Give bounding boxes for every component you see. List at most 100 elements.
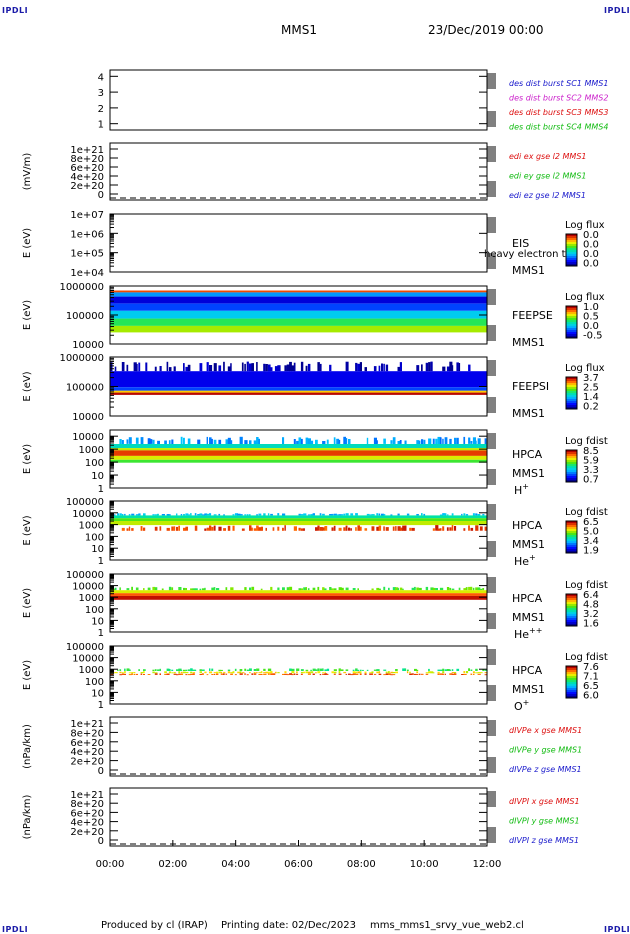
spectrogram-cell — [406, 513, 410, 516]
spectrogram-cell — [154, 672, 158, 674]
spectrogram-cell — [168, 586, 172, 591]
spectrogram-cell — [185, 669, 188, 671]
colorbar-cell — [566, 308, 577, 311]
spectrogram-cell — [126, 528, 129, 531]
spectrogram-cell — [270, 586, 273, 591]
spectrogram-cell — [277, 526, 280, 531]
spectrogram-cell — [402, 668, 406, 671]
spectrogram-cell — [253, 672, 256, 674]
spectrogram-cell — [263, 668, 266, 671]
spectrogram-cell — [378, 673, 382, 675]
y-tick-label: 1000000 — [59, 353, 104, 364]
x-tick-label: 00:00 — [96, 859, 125, 870]
spectrogram-cell — [161, 514, 165, 516]
spectrogram-cell — [362, 669, 364, 671]
spectrogram-cell — [468, 525, 470, 531]
colorbar-cell — [566, 622, 577, 625]
colorbar-cell — [566, 531, 577, 534]
species-charge: + — [522, 482, 529, 491]
spectrogram-cell — [338, 514, 342, 516]
spectrogram-cell — [472, 513, 475, 516]
spectrogram-cell — [293, 673, 296, 675]
spectrogram-cell — [286, 674, 290, 676]
spectrogram-cell — [263, 673, 267, 675]
spectrogram-cell — [282, 527, 284, 531]
spectrogram-cell — [284, 673, 288, 675]
spectrogram-cell — [364, 671, 367, 674]
spectrogram-cell — [145, 362, 148, 372]
colorbar-cell — [566, 314, 577, 317]
spectrogram-cell — [317, 586, 320, 591]
spectrogram-cell — [364, 528, 368, 531]
spectrogram-cell — [355, 527, 357, 531]
spectrogram-cell — [451, 513, 454, 516]
colorbar-cell — [566, 521, 577, 524]
spectrogram-cell — [376, 513, 379, 516]
spectrogram-cell — [241, 672, 245, 674]
spectrogram-cell — [406, 671, 409, 674]
spectrogram-cell — [249, 363, 252, 372]
spectrogram-cell — [444, 669, 448, 671]
spectrogram-cell — [190, 513, 192, 516]
spectrogram-cell — [446, 587, 450, 591]
colorbar-cell — [566, 676, 577, 679]
spectrogram-cell — [359, 362, 362, 372]
colorbar-cell — [566, 684, 577, 687]
spectrogram-cell — [324, 669, 328, 671]
colorbar-tick-label: 3.2 — [583, 609, 599, 620]
colorbar-cell — [566, 620, 577, 623]
spectrogram-cell — [411, 587, 415, 591]
colorbar-cell — [566, 527, 577, 530]
spectrogram-cell — [307, 438, 311, 444]
spectrogram-cell — [284, 365, 287, 372]
spectrogram-cell — [359, 669, 362, 671]
spectrogram-cell — [178, 673, 182, 675]
spectrogram-cell — [359, 673, 362, 675]
spectrogram-cell — [166, 668, 170, 671]
spectrogram-cell — [135, 437, 139, 444]
colorbar-cell — [566, 264, 577, 267]
spectrogram-cell — [270, 367, 273, 372]
spectrogram-cell — [390, 440, 393, 444]
spectrogram-cell — [439, 673, 443, 675]
spectrogram-cell — [468, 586, 471, 591]
spectrogram-cell — [343, 436, 346, 444]
colorbar-cell — [566, 470, 577, 473]
spectrogram-cell — [114, 587, 117, 591]
instrument-label: EIS — [512, 237, 529, 250]
spectrogram-cell — [291, 365, 295, 372]
spectrogram-cell — [289, 668, 292, 671]
spacecraft-label: MMS1 — [512, 336, 545, 349]
spectrogram-cell — [461, 674, 464, 675]
spectrogram-cell — [147, 587, 151, 591]
spectrogram-cell — [416, 365, 420, 372]
spectrogram-cell — [340, 669, 344, 671]
series-legend: edi ex gse l2 MMS1 — [509, 152, 587, 161]
colorbar-cell — [566, 604, 577, 607]
spectrogram-cell — [338, 668, 341, 671]
spectrogram-cell — [121, 440, 124, 444]
spectrogram-cell — [329, 514, 333, 516]
spectrogram-cell — [475, 672, 479, 674]
spectrogram-cell — [340, 587, 344, 591]
spectrogram-cell — [223, 514, 225, 516]
colorbar-cell — [566, 462, 577, 465]
y-tick-label: 1 — [98, 120, 104, 131]
colorbar-cell — [566, 387, 577, 390]
instrument-label: FEEPSI — [512, 380, 549, 393]
spectrogram-cell — [225, 587, 228, 591]
species-label: O+ — [514, 698, 529, 713]
y-axis-label: E (eV) — [22, 444, 33, 474]
colorbar-tick-label: 5.0 — [583, 527, 599, 538]
spectrogram-cell — [315, 672, 317, 674]
spectrogram-cell — [378, 365, 381, 372]
spectrogram-cell — [180, 436, 183, 444]
spectrogram-cell — [209, 671, 213, 674]
spectrogram-cell — [209, 668, 211, 671]
spectrogram-cell — [258, 513, 262, 516]
colorbar-cell — [566, 381, 577, 384]
colorbar-tick-label: -0.5 — [583, 331, 603, 342]
spectrogram-cell — [166, 514, 170, 516]
colorbar-cell — [566, 334, 577, 337]
species-charge: + — [529, 553, 536, 562]
